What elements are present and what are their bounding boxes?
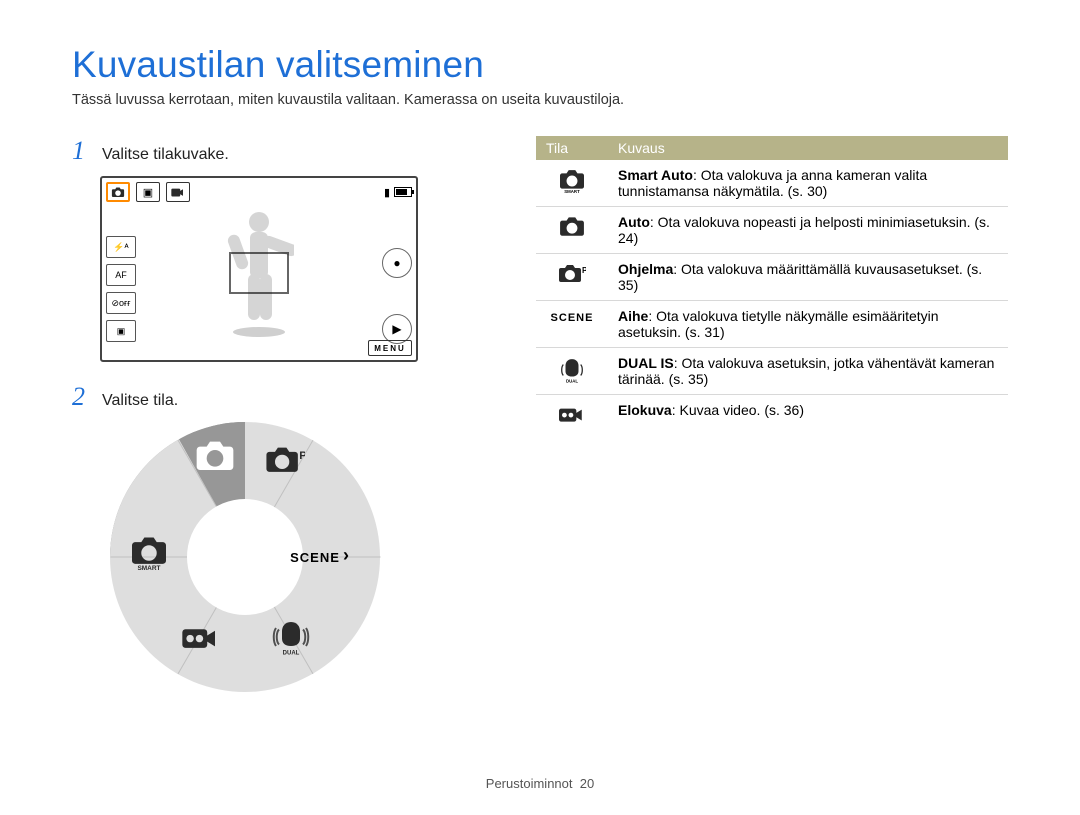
row-icon-smart: SMART — [536, 160, 608, 207]
svg-text:SMART: SMART — [564, 189, 580, 193]
col-kuvaus: Kuvaus — [608, 136, 1008, 160]
mode-icon-selected[interactable] — [106, 182, 130, 202]
footer-page-number: 20 — [580, 776, 594, 791]
dial-mode-smart[interactable]: SMART — [128, 532, 170, 574]
flash-button[interactable]: ⚡ᴬ — [106, 236, 136, 258]
row-desc: Aihe: Ota valokuva tietylle näkymälle es… — [608, 301, 1008, 348]
table-row: P Ohjelma: Ota valokuva määrittämällä ku… — [536, 254, 1008, 301]
menu-button[interactable]: MENU — [368, 340, 412, 356]
battery-icon — [394, 187, 412, 197]
right-button-bar: ● ▶ — [382, 248, 412, 344]
camera-screen: ▣ ▮ ⚡ᴬ AF ⊘ᴏғғ ▣ ● ▶ — [100, 176, 418, 362]
af-button[interactable]: AF — [106, 264, 136, 286]
svg-text:P: P — [299, 450, 305, 462]
mode-icon-3[interactable] — [166, 182, 190, 202]
row-desc: DUAL IS: Ota valokuva asetuksin, jotka v… — [608, 348, 1008, 395]
display-button[interactable]: ▣ — [106, 320, 136, 342]
row-icon-program: P — [536, 254, 608, 301]
svg-text:P: P — [582, 266, 586, 275]
intro-text: Tässä luvussa kerrotaan, miten kuvaustil… — [72, 92, 1008, 108]
table-row: SCENE Aihe: Ota valokuva tietylle näkymä… — [536, 301, 1008, 348]
off-button[interactable]: ⊘ᴏғғ — [106, 292, 136, 314]
dial-mode-scene[interactable]: SCENE › — [294, 536, 336, 578]
row-icon-auto — [536, 207, 608, 254]
mode-table-body: SMART Smart Auto: Ota valokuva ja anna k… — [536, 160, 1008, 431]
camera-icon — [111, 187, 125, 197]
chevron-right-icon: › — [343, 545, 350, 566]
scene-label: SCENE — [290, 550, 340, 565]
card-icon: ▮ — [384, 186, 390, 199]
videocam-icon — [171, 187, 185, 197]
mode-dial-container: P SMART SCENE › DUAL — [110, 422, 482, 692]
svg-text:SMART: SMART — [137, 565, 160, 570]
camera-smart-icon: SMART — [558, 169, 586, 193]
svg-text:DUAL: DUAL — [566, 378, 578, 383]
svg-text:DUAL: DUAL — [283, 650, 300, 655]
camera-smart-icon: SMART — [129, 536, 169, 570]
page-footer: Perustoiminnot 20 — [0, 776, 1080, 791]
camera-icon — [195, 440, 235, 470]
table-row: SMART Smart Auto: Ota valokuva ja anna k… — [536, 160, 1008, 207]
right-column: Tila Kuvaus SMART Smart Auto: Ota valoku… — [536, 136, 1008, 692]
step-1: 1 Valitse tilakuvake. — [72, 136, 482, 166]
focus-frame — [229, 252, 289, 294]
scene-label: SCENE — [551, 312, 594, 324]
row-desc: Auto: Ota valokuva nopeasti ja helposti … — [608, 207, 1008, 254]
row-desc: Ohjelma: Ota valokuva määrittämällä kuva… — [608, 254, 1008, 301]
step-1-text: Valitse tilakuvake. — [102, 146, 229, 164]
table-row: DUAL DUAL IS: Ota valokuva asetuksin, jo… — [536, 348, 1008, 395]
record-button[interactable]: ● — [382, 248, 412, 278]
step-2-text: Valitse tila. — [102, 392, 178, 410]
dial-mode-dual-is[interactable]: DUAL — [270, 616, 312, 658]
page-title: Kuvaustilan valitseminen — [72, 44, 1008, 86]
row-desc: Smart Auto: Ota valokuva ja anna kameran… — [608, 160, 1008, 207]
camera-p-icon: P — [265, 444, 305, 474]
top-right-status: ▮ — [384, 186, 412, 199]
row-icon-dual: DUAL — [536, 348, 608, 395]
camera-p-icon: P — [558, 263, 586, 283]
row-icon-video — [536, 395, 608, 432]
footer-section: Perustoiminnot — [486, 776, 573, 791]
step-2-number: 2 — [72, 382, 92, 412]
content-columns: 1 Valitse tilakuvake. ▣ ▮ — [72, 136, 1008, 692]
screen-topbar: ▣ ▮ — [106, 182, 412, 202]
step-1-number: 1 — [72, 136, 92, 166]
mode-dial[interactable]: P SMART SCENE › DUAL — [110, 422, 380, 692]
row-desc: Elokuva: Kuvaa video. (s. 36) — [608, 395, 1008, 432]
videocam-icon — [182, 623, 220, 651]
mode-icon-2[interactable]: ▣ — [136, 182, 160, 202]
row-icon-scene: SCENE — [536, 301, 608, 348]
step-2: 2 Valitse tila. — [72, 382, 482, 412]
left-column: 1 Valitse tilakuvake. ▣ ▮ — [72, 136, 482, 692]
dial-center-hole — [187, 499, 303, 615]
camera-icon — [559, 216, 585, 236]
table-row: Elokuva: Kuvaa video. (s. 36) — [536, 395, 1008, 432]
dual-is-icon: DUAL — [272, 619, 310, 655]
dial-mode-video[interactable] — [180, 616, 222, 658]
mode-icon-row: ▣ — [106, 182, 190, 202]
col-tila: Tila — [536, 136, 608, 160]
table-row: Auto: Ota valokuva nopeasti ja helposti … — [536, 207, 1008, 254]
left-button-bar: ⚡ᴬ AF ⊘ᴏғғ ▣ — [106, 236, 136, 342]
mode-table: Tila Kuvaus SMART Smart Auto: Ota valoku… — [536, 136, 1008, 431]
dual-is-icon: DUAL — [559, 357, 585, 383]
dial-mode-auto[interactable] — [194, 434, 236, 476]
videocam-icon — [559, 404, 585, 424]
dial-mode-program[interactable]: P — [264, 438, 306, 480]
